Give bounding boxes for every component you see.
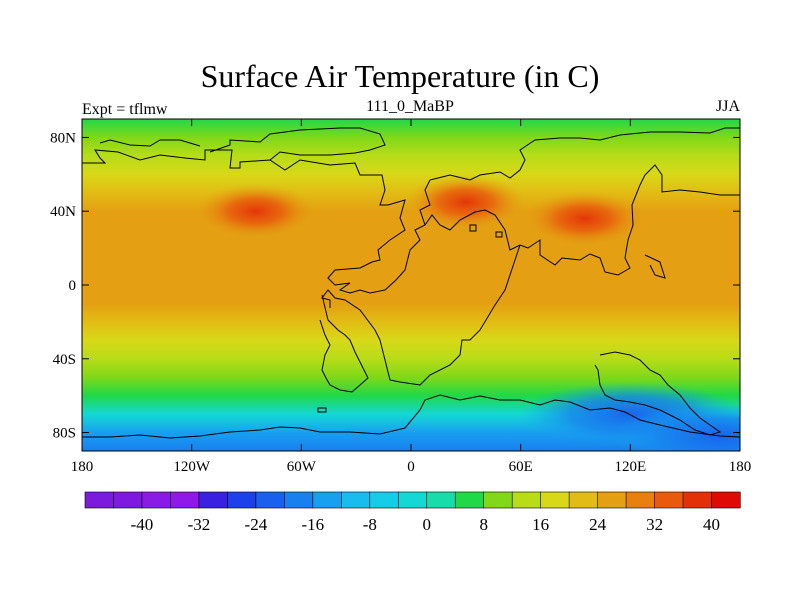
season-label: JJA [715, 98, 740, 115]
y-tick-label: 40S [53, 352, 76, 368]
colorbar-swatch [227, 491, 257, 509]
colorbar-label: 24 [589, 515, 607, 534]
x-tick-label: 180 [71, 459, 94, 475]
coastline-antarctica [82, 394, 740, 439]
colorbar-swatch [198, 491, 228, 509]
colorbar-swatch [426, 491, 456, 509]
colorbar-swatch [711, 491, 741, 509]
y-tick-label: 40N [50, 204, 76, 220]
colorbar-swatch [369, 491, 399, 509]
colorbar-swatch [84, 491, 115, 509]
coastline-australia [594, 351, 722, 436]
y-tick-label: 0 [69, 278, 77, 294]
colorbar-swatch [340, 491, 371, 509]
x-tick-label: 60W [287, 459, 317, 475]
colorbar-swatch [540, 491, 570, 509]
colorbar-swatch [113, 491, 143, 509]
axes: 180 120W 60W 0 60E 120E 180 80N 40N 0 40S 80S [50, 119, 751, 475]
colorbar-label: 16 [532, 515, 549, 534]
colorbar-swatch [625, 491, 656, 509]
coastline-arctic [99, 127, 386, 161]
x-tick-label: 120E [614, 459, 646, 475]
coastline-north-america [82, 149, 431, 294]
colorbar-label: -24 [245, 515, 268, 534]
colorbar-swatch [597, 491, 627, 509]
colorbar-label: 32 [646, 515, 663, 534]
coastline-eurasia-africa [321, 127, 740, 386]
colorbar-label: 8 [479, 515, 488, 534]
x-tick-label: 60E [509, 459, 533, 475]
colorbar-label: 40 [703, 515, 720, 534]
colorbar-label: 0 [422, 515, 431, 534]
colorbar-label: -32 [188, 515, 211, 534]
colorbar-swatch [141, 491, 172, 509]
colorbar-swatch [284, 491, 314, 509]
y-tick-label: 80N [50, 130, 76, 146]
coastline-island-a [317, 407, 327, 413]
colorbar-swatch [312, 491, 342, 509]
x-tick-label: 0 [407, 459, 415, 475]
coastline-island-b [469, 224, 477, 232]
colorbar-swatch [170, 491, 200, 509]
colorbar-label: -8 [363, 515, 377, 534]
colorbar-swatch [568, 491, 599, 509]
colorbar-swatch [682, 491, 713, 509]
colorbar-swatch [483, 491, 513, 509]
coastline-south-america [319, 294, 369, 393]
subtitle-label: 111_0_MaBP [366, 98, 454, 115]
temperature-field [82, 119, 740, 451]
colorbar-swatch [397, 491, 428, 509]
hot-spot-north-america-interior [195, 183, 316, 240]
colorbar-swatch [654, 491, 684, 509]
hot-spot-central-asia [524, 190, 645, 247]
colorbar-label: -16 [301, 515, 324, 534]
cold-spot-antarctica-east [611, 404, 740, 451]
x-tick-label: 120W [173, 459, 211, 475]
chart-title: Surface Air Temperature (in C) [200, 58, 600, 94]
coastlines [82, 127, 740, 439]
colorbar: -40 -32 -24 -16 -8 0 8 16 24 32 40 [84, 491, 741, 534]
colorbar-swatch [454, 491, 485, 509]
coastline-island-c [495, 231, 503, 238]
y-tick-label: 80S [53, 426, 76, 442]
experiment-label: Expt = tflmw [82, 101, 168, 118]
colorbar-swatch [255, 491, 285, 509]
colorbar-label: -40 [131, 515, 154, 534]
x-tick-label: 180 [729, 459, 752, 475]
colorbar-swatch [511, 491, 542, 509]
